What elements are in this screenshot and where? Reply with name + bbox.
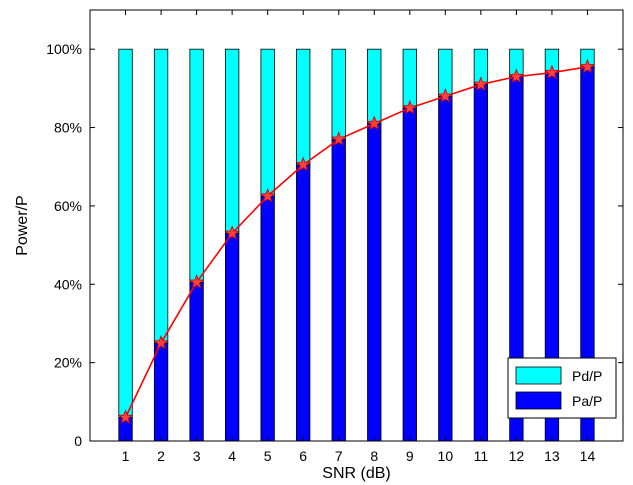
y-tick-label: 80% xyxy=(54,120,82,136)
legend-label: Pd/P xyxy=(572,368,602,384)
line-layer xyxy=(117,58,596,425)
bar-pd-6 xyxy=(296,48,311,166)
bar-pd-3 xyxy=(189,48,204,283)
x-tick-label: 4 xyxy=(228,448,236,464)
star-marker-4 xyxy=(224,225,240,240)
x-tick-label: 3 xyxy=(193,448,201,464)
bar-pa-11 xyxy=(473,84,489,442)
x-tick-label: 5 xyxy=(264,448,272,464)
plot-area-frame xyxy=(89,9,624,442)
star-marker-14 xyxy=(579,58,596,74)
x-tick-label: 12 xyxy=(509,448,525,464)
x-tick-label: 1 xyxy=(122,448,130,464)
star-marker-5 xyxy=(259,187,276,203)
star-marker-1 xyxy=(117,409,134,425)
x-tick-label: 9 xyxy=(406,448,414,464)
bar-pa-6 xyxy=(296,164,311,442)
bar-pa-10 xyxy=(438,95,453,442)
x-tick-label: 14 xyxy=(580,448,596,464)
bar-pa-9 xyxy=(402,107,417,442)
bar-pd-7 xyxy=(331,48,346,140)
y-tick-label: 20% xyxy=(54,355,82,371)
y-tick-label: 40% xyxy=(54,276,82,292)
x-tick-label: 6 xyxy=(299,448,307,464)
star-marker-2 xyxy=(153,334,169,350)
star-marker-6 xyxy=(295,156,311,172)
star-marker-9 xyxy=(402,99,418,115)
bar-pd-4 xyxy=(224,48,240,234)
y-tick-label: 60% xyxy=(54,198,82,214)
bar-pd-1 xyxy=(118,48,133,418)
bar-pa-4 xyxy=(224,232,240,442)
bar-pa-7 xyxy=(331,138,346,442)
star-marker-11 xyxy=(473,76,489,92)
bar-pa-2 xyxy=(153,342,169,442)
x-tick-label: 10 xyxy=(438,448,454,464)
star-marker-8 xyxy=(366,115,382,131)
bar-pd-2 xyxy=(153,48,169,344)
x-tick-label: 7 xyxy=(335,448,343,464)
bar-pa-5 xyxy=(260,195,275,442)
legend-label: Pa/P xyxy=(572,393,602,409)
bar-pd-9 xyxy=(402,48,417,109)
y-tick-label: 100% xyxy=(46,41,82,57)
star-marker-10 xyxy=(437,88,454,103)
x-tick-label: 8 xyxy=(370,448,378,464)
x-axis-title: SNR (dB) xyxy=(322,465,390,482)
bar-pa-3 xyxy=(189,281,204,442)
axis-ticks: 020%40%60%80%100%1 2 3 4 5 6 7 8 9 10 11 12 13 14 xyxy=(46,10,623,464)
x-tick-label: 2 xyxy=(157,448,165,464)
star-marker-12 xyxy=(508,68,525,84)
series-line xyxy=(124,66,588,418)
bar-pa-8 xyxy=(367,123,382,442)
bar-pd-5 xyxy=(260,48,275,197)
star-marker-13 xyxy=(544,64,560,80)
bar-pd-8 xyxy=(367,48,382,125)
legend: Pd/P Pa/P xyxy=(507,357,617,419)
star-marker-7 xyxy=(331,131,347,146)
y-tick-label: 0 xyxy=(74,433,82,449)
legend-swatch xyxy=(515,366,562,385)
x-tick-label: 11 xyxy=(474,448,489,464)
legend-swatch xyxy=(515,391,562,410)
y-axis-title: Power/P xyxy=(14,195,31,255)
x-tick-label: 13 xyxy=(544,448,560,464)
star-marker-3 xyxy=(188,274,205,289)
